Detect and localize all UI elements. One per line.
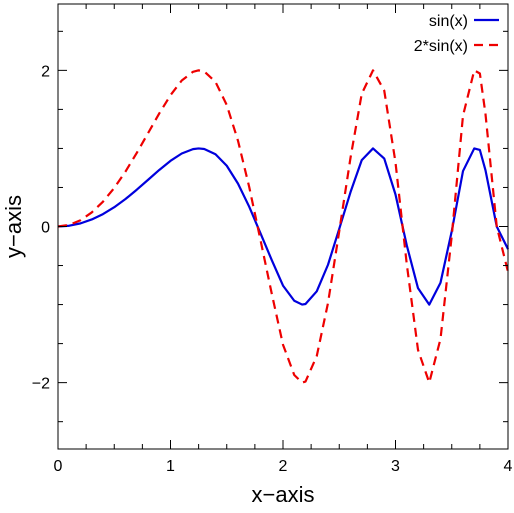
y-tick-label: 2 <box>41 63 50 80</box>
x-tick-label: 0 <box>54 458 63 475</box>
legend-label-2sin: 2*sin(x) <box>414 38 468 55</box>
legend-label-sin: sin(x) <box>429 13 468 30</box>
x-tick-label: 2 <box>279 458 288 475</box>
y-tick-label: −2 <box>32 376 50 393</box>
series-layer <box>57 69 510 384</box>
series-line-0 <box>57 147 509 306</box>
x-axis-label: x−axis <box>252 482 315 507</box>
x-tick-label: 4 <box>504 458 513 475</box>
ticks-layer <box>57 4 509 449</box>
x-tick-label: 3 <box>391 458 400 475</box>
x-tick-label: 1 <box>166 458 175 475</box>
series-line-1 <box>57 69 510 384</box>
tick-labels-layer: 0 1 2 3 4 −2 0 2 <box>32 63 513 475</box>
y-axis-label: y−axis <box>1 195 26 258</box>
legend: sin(x) 2*sin(x) <box>414 13 499 55</box>
plot-frame <box>57 3 509 450</box>
y-tick-label: 0 <box>41 220 50 237</box>
